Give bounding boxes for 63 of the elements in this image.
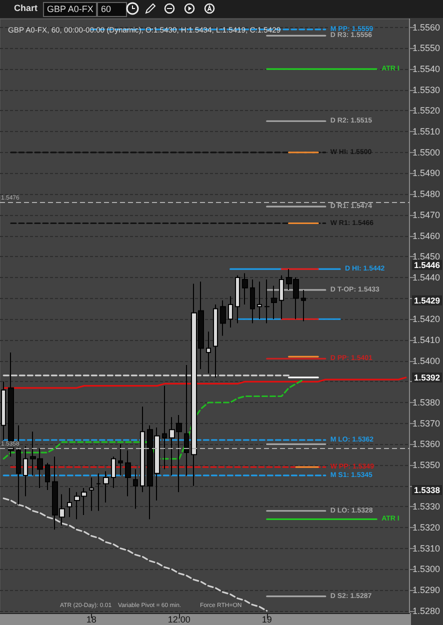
y-tick-label: 1.5410 xyxy=(412,334,440,345)
annotation: 1.5446 xyxy=(414,260,440,270)
x-tick-label: 19 xyxy=(262,614,272,624)
y-tick-label: 1.5360 xyxy=(412,439,440,450)
candlestick xyxy=(301,289,306,322)
y-tick-label: 1.5460 xyxy=(412,230,440,241)
candlestick xyxy=(133,468,138,510)
y-tick-label: 1.5550 xyxy=(412,43,440,54)
line-series xyxy=(2,378,304,460)
y-tick-label: 1.5400 xyxy=(412,356,440,366)
y-tick-label: 1.5330 xyxy=(412,502,440,512)
candlestick xyxy=(89,477,94,512)
y-tick-label: 1.5540 xyxy=(412,64,440,74)
candlestick xyxy=(257,281,262,320)
candlestick xyxy=(242,272,248,306)
candlestick xyxy=(140,406,145,493)
candlestick xyxy=(279,274,284,320)
candlestick xyxy=(220,300,226,336)
x-tick-label: 12:00 xyxy=(168,614,190,624)
y-tick-label: 1.5480 xyxy=(412,189,440,200)
candlestick xyxy=(67,487,72,518)
y-tick-label: 1.5530 xyxy=(412,84,440,95)
y-tick-label: 1.5490 xyxy=(412,168,440,178)
y-tick-label: 1.5370 xyxy=(412,418,440,428)
y-tick-label: 1.5320 xyxy=(412,522,440,533)
annotation: 1.5429 xyxy=(414,295,440,306)
candlestick xyxy=(264,279,270,324)
y-tick-label: 1.5470 xyxy=(412,210,440,220)
y-tick-label: 1.5280 xyxy=(412,606,440,616)
text: Chart xyxy=(14,3,38,13)
candlestick xyxy=(118,444,123,476)
candlestick xyxy=(250,279,255,324)
y-tick-label: 1.5500 xyxy=(412,147,440,158)
y-tick-label: 1.5300 xyxy=(412,564,440,574)
candlestick xyxy=(235,274,240,324)
candlestick xyxy=(103,470,109,504)
y-tick-label: 1.5290 xyxy=(412,585,440,596)
text: 60 xyxy=(97,2,127,17)
y-tick-label: 1.5520 xyxy=(412,106,440,116)
candlestick xyxy=(23,446,28,497)
y-tick-label: 1.5420 xyxy=(412,314,440,324)
candlestick xyxy=(96,472,101,512)
candlestick xyxy=(184,364,189,476)
candlestick xyxy=(228,296,233,328)
y-tick-label: 1.5510 xyxy=(412,126,440,137)
candlestick xyxy=(125,450,131,497)
annotation: 1.5338 xyxy=(414,485,440,496)
line-series xyxy=(2,498,268,612)
candlestick xyxy=(1,381,6,441)
candlestick xyxy=(45,462,50,491)
text: GBP A0-FX xyxy=(43,2,98,17)
candlestick xyxy=(162,385,167,470)
y-tick-label: 1.5350 xyxy=(412,460,440,470)
y-tick-label: 1.5380 xyxy=(412,397,440,408)
candlestick xyxy=(111,456,116,488)
y-tick-label: 1.5560 xyxy=(412,22,440,32)
line-series xyxy=(2,376,407,389)
annotation: 1.5392 xyxy=(414,372,440,382)
x-tick-label: 18 xyxy=(86,614,96,624)
y-tick-label: 1.5450 xyxy=(412,252,440,262)
y-tick-label: 1.5310 xyxy=(412,543,440,554)
candlestick xyxy=(271,285,277,320)
y-tick-label: 1.5440 xyxy=(412,272,440,282)
